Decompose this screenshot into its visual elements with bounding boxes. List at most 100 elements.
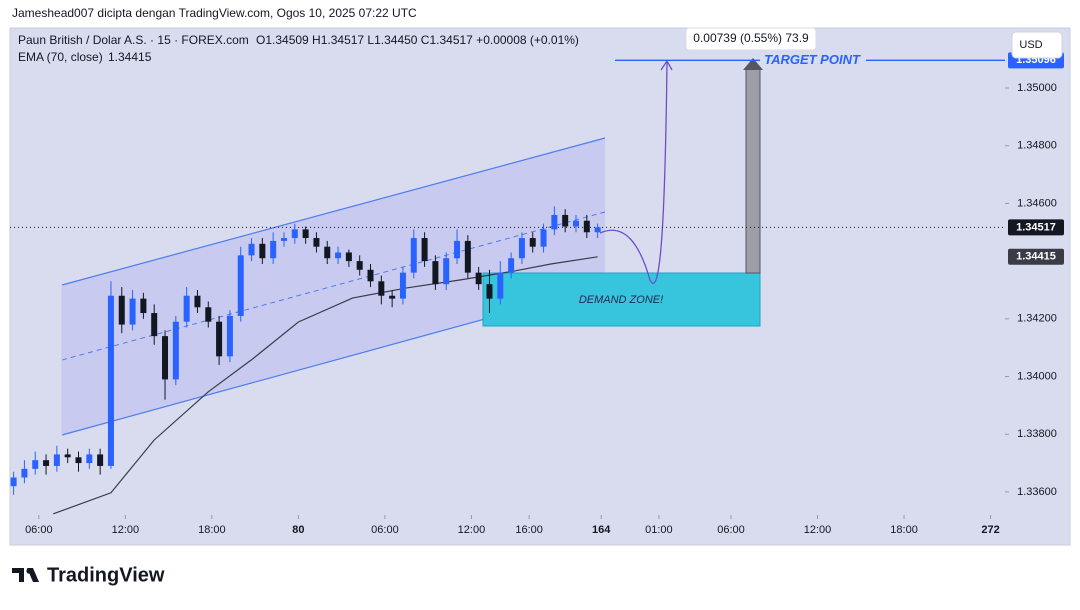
x-tick-label: 18:00 — [198, 524, 226, 536]
candle-body — [64, 454, 71, 458]
candle-body — [302, 229, 309, 239]
x-tick-label: 164 — [592, 524, 611, 536]
candle-body — [291, 229, 298, 239]
candle-body — [75, 457, 82, 464]
candle-body — [529, 238, 536, 247]
candle-body — [399, 272, 406, 299]
candle-body — [594, 227, 601, 233]
symbol-title: Paun British / Dolar A.S. · 15 · FOREX.c… — [18, 33, 249, 47]
candle-body — [454, 240, 461, 259]
candle-body — [86, 454, 93, 464]
candle-body — [107, 295, 114, 466]
target-label: TARGET POINT — [764, 52, 861, 67]
drawings: DEMAND ZONE! 0.00739 (0.55%) 73.9 — [61, 27, 817, 436]
candle-body — [345, 252, 352, 262]
x-tick-label: 12:00 — [804, 524, 832, 536]
candles — [10, 206, 601, 495]
candle-body — [10, 477, 17, 487]
candle-body — [194, 295, 201, 308]
logo-text: TradingView — [47, 564, 165, 586]
x-tick-label: 80 — [292, 524, 304, 536]
projection-curve — [599, 61, 668, 284]
candle-body — [410, 238, 417, 273]
x-tick-label: 272 — [981, 524, 999, 536]
candle-body — [172, 321, 179, 380]
projection-arrow — [660, 59, 673, 71]
x-tick-label: 12:00 — [458, 524, 486, 536]
channel-upper — [61, 137, 606, 286]
demand-zone-label: DEMAND ZONE! — [579, 294, 663, 306]
candle-body — [475, 272, 482, 285]
y-tick-label: 1.33600 — [1017, 486, 1057, 498]
candle-body — [237, 255, 244, 316]
price-label: 1.34415 — [1016, 251, 1056, 263]
candle-body — [421, 238, 428, 262]
currency-button — [1011, 31, 1063, 59]
candle-body — [118, 295, 125, 325]
candle-body — [140, 298, 147, 314]
candle-body — [432, 261, 439, 285]
candle-body — [205, 307, 212, 322]
candle-body — [572, 220, 579, 227]
ema-legend-value: 1.34415 — [108, 50, 152, 64]
candle-body — [216, 321, 223, 357]
candle-body — [162, 336, 169, 380]
candle-body — [464, 240, 471, 273]
candle-body — [43, 460, 50, 466]
measure-arrow — [745, 67, 761, 274]
y-tick-label: 1.34600 — [1017, 197, 1057, 209]
x-tick-label: 06:00 — [717, 524, 745, 536]
candle-body — [259, 243, 266, 259]
price-label-box — [1008, 248, 1064, 265]
candle-body — [378, 281, 385, 296]
x-tick-label: 18:00 — [890, 524, 918, 536]
y-tick-label: 1.35000 — [1017, 82, 1057, 94]
candle-body — [508, 258, 515, 273]
candle-body — [151, 313, 158, 337]
demand-zone — [482, 272, 761, 327]
candle-body — [335, 252, 342, 259]
x-tick-label: 06:00 — [371, 524, 399, 536]
candle-body — [367, 269, 374, 282]
logo: TradingView — [12, 564, 165, 586]
price-label-box — [1008, 219, 1064, 236]
x-tick-label: 01:00 — [645, 524, 673, 536]
candle-body — [540, 229, 547, 247]
candle-body — [486, 284, 493, 299]
candle-body — [129, 298, 136, 325]
currency-label: USD — [1019, 39, 1042, 51]
measure-arrow-head — [743, 58, 763, 70]
ema-line — [53, 256, 598, 515]
credit: Jameshead007 dicipta dengan TradingView.… — [12, 6, 417, 20]
candle-body — [443, 258, 450, 285]
candle-body — [21, 468, 28, 478]
candle-body — [583, 220, 590, 233]
candle-body — [248, 243, 255, 256]
candle-body — [97, 454, 104, 466]
candle-body — [53, 454, 60, 466]
y-tick-label: 1.34800 — [1017, 140, 1057, 152]
y-tick-label: 1.34000 — [1017, 370, 1057, 382]
ohlc-legend: O1.34509 H1.34517 L1.34450 C1.34517 +0.0… — [256, 33, 579, 47]
ema-legend: EMA (70, close) — [18, 50, 103, 64]
candle-body — [562, 214, 569, 227]
x-tick-label: 16:00 — [515, 524, 543, 536]
x-tick-label: 06:00 — [25, 524, 53, 536]
logo-dot — [26, 568, 32, 574]
price-label: 1.34517 — [1016, 221, 1056, 233]
y-tick-label: 1.34200 — [1017, 313, 1057, 325]
measure-label: 0.00739 (0.55%) 73.9 — [693, 31, 809, 45]
candle-body — [356, 261, 363, 270]
measure-box — [685, 27, 817, 51]
candle-body — [270, 240, 277, 259]
candle-body — [32, 460, 39, 469]
x-tick-label: 12:00 — [112, 524, 140, 536]
candle-body — [518, 238, 525, 259]
candle-body — [324, 246, 331, 259]
logo-icon — [12, 568, 39, 582]
candle-body — [551, 214, 558, 230]
candle-body — [280, 238, 287, 241]
y-tick-label: 1.33800 — [1017, 428, 1057, 440]
